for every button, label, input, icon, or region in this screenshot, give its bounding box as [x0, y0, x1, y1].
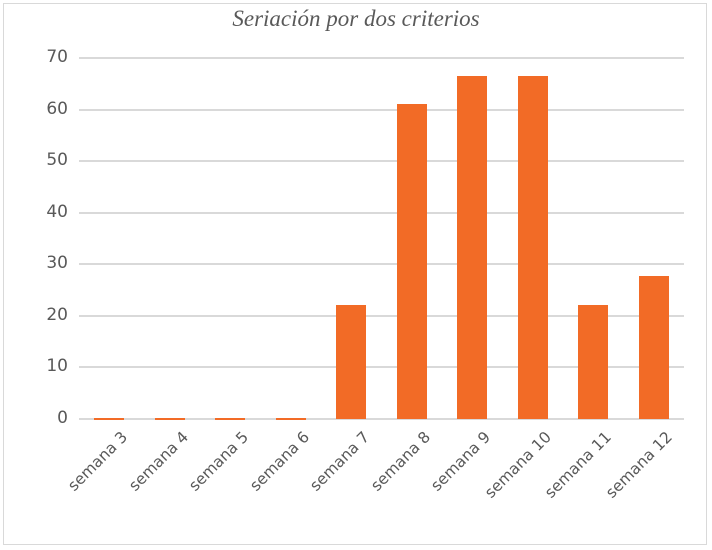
bar	[94, 418, 124, 420]
y-tick-label: 20	[46, 304, 68, 325]
gridline	[79, 160, 684, 163]
y-tick-label: 40	[46, 201, 68, 222]
y-tick-label: 10	[46, 356, 68, 377]
y-tick-label: 70	[46, 47, 68, 67]
bar	[578, 305, 608, 420]
x-tick-label: semana 4	[124, 428, 192, 495]
bar	[154, 418, 185, 420]
bar	[215, 418, 245, 420]
bar	[275, 418, 306, 420]
gridline	[79, 314, 684, 317]
gridline	[79, 418, 684, 420]
gridline	[79, 263, 684, 266]
bar	[517, 75, 548, 420]
chart-frame	[3, 3, 707, 545]
y-tick-label: 0	[57, 408, 68, 428]
x-tick-label: semana 5	[185, 428, 253, 495]
y-tick-label: 60	[46, 98, 68, 119]
bar	[457, 75, 487, 420]
gridline	[79, 211, 684, 214]
bar	[638, 276, 669, 420]
x-tick-label: semana 6	[245, 428, 313, 495]
gridline	[79, 108, 684, 111]
y-tick-label: 50	[46, 150, 68, 171]
gridline	[79, 366, 684, 369]
gridline	[79, 57, 684, 59]
x-tick-label: semana 7	[306, 428, 374, 495]
bar	[396, 104, 427, 420]
chart-title: Seriación por dos criterios	[232, 6, 480, 31]
x-tick-label: semana 3	[64, 428, 132, 495]
bar	[336, 305, 366, 420]
x-tick-label: semana 8	[366, 428, 434, 495]
y-tick-label: 30	[46, 253, 68, 274]
